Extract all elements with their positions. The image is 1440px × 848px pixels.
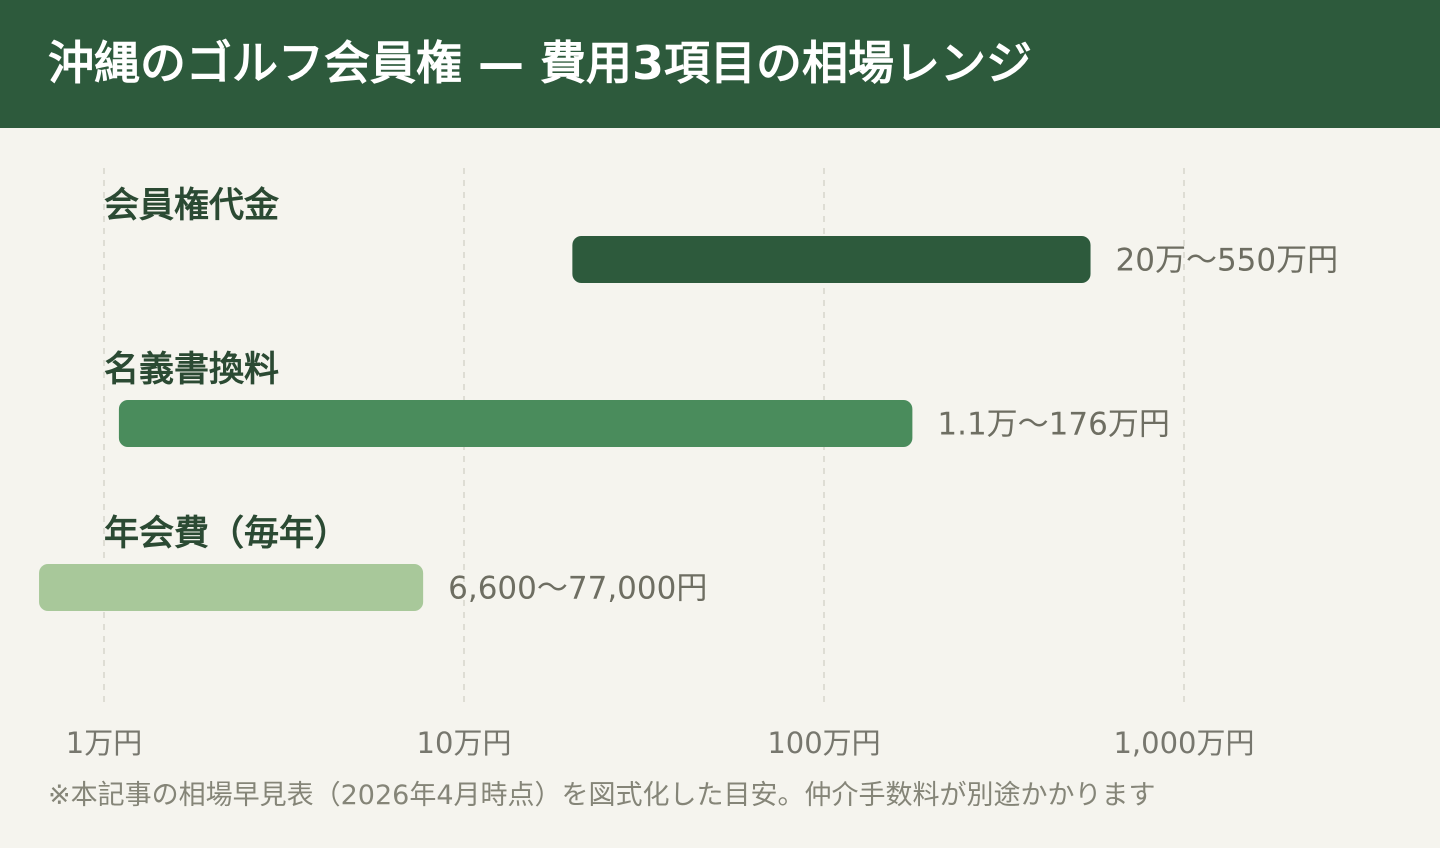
range-chart: 会員権代金 20万〜550万円 名義書換料 1.1万〜176万円 年会費（毎年）…: [39, 168, 1338, 760]
range-label-annual-fee: 6,600〜77,000円: [448, 571, 707, 607]
range-label-transfer-fee: 1.1万〜176万円: [937, 407, 1169, 443]
category-label-transfer-fee: 名義書換料: [104, 350, 279, 390]
chart-title: 沖縄のゴルフ会員権 — 費用3項目の相場レンジ: [48, 36, 1033, 90]
row-transfer-fee: 名義書換料 1.1万〜176万円: [104, 350, 1170, 447]
category-label-membership-price: 会員権代金: [104, 185, 280, 226]
footnote: ※本記事の相場早見表（2026年4月時点）を図式化した目安。仲介手数料が別途かか…: [48, 780, 1156, 811]
header-bar: 沖縄のゴルフ会員権 — 費用3項目の相場レンジ: [0, 0, 1440, 128]
category-label-annual-fee: 年会費（毎年）: [104, 514, 349, 554]
bar-membership-price: [572, 236, 1091, 283]
range-label-membership-price: 20万〜550万円: [1116, 243, 1339, 279]
row-annual-fee: 年会費（毎年） 6,600〜77,000円: [39, 514, 707, 611]
row-membership-price: 会員権代金 20万〜550万円: [104, 185, 1338, 283]
bar-annual-fee: [39, 564, 424, 611]
x-tick-label-100man: 100万円: [767, 726, 880, 760]
x-tick-label-1000man: 1,000万円: [1113, 726, 1254, 760]
x-tick-label-10man: 10万円: [417, 726, 512, 760]
x-tick-label-1man: 1万円: [66, 726, 142, 760]
x-axis-tick-labels: 1万円 10万円 100万円 1,000万円: [66, 726, 1255, 760]
bar-transfer-fee: [118, 400, 913, 447]
